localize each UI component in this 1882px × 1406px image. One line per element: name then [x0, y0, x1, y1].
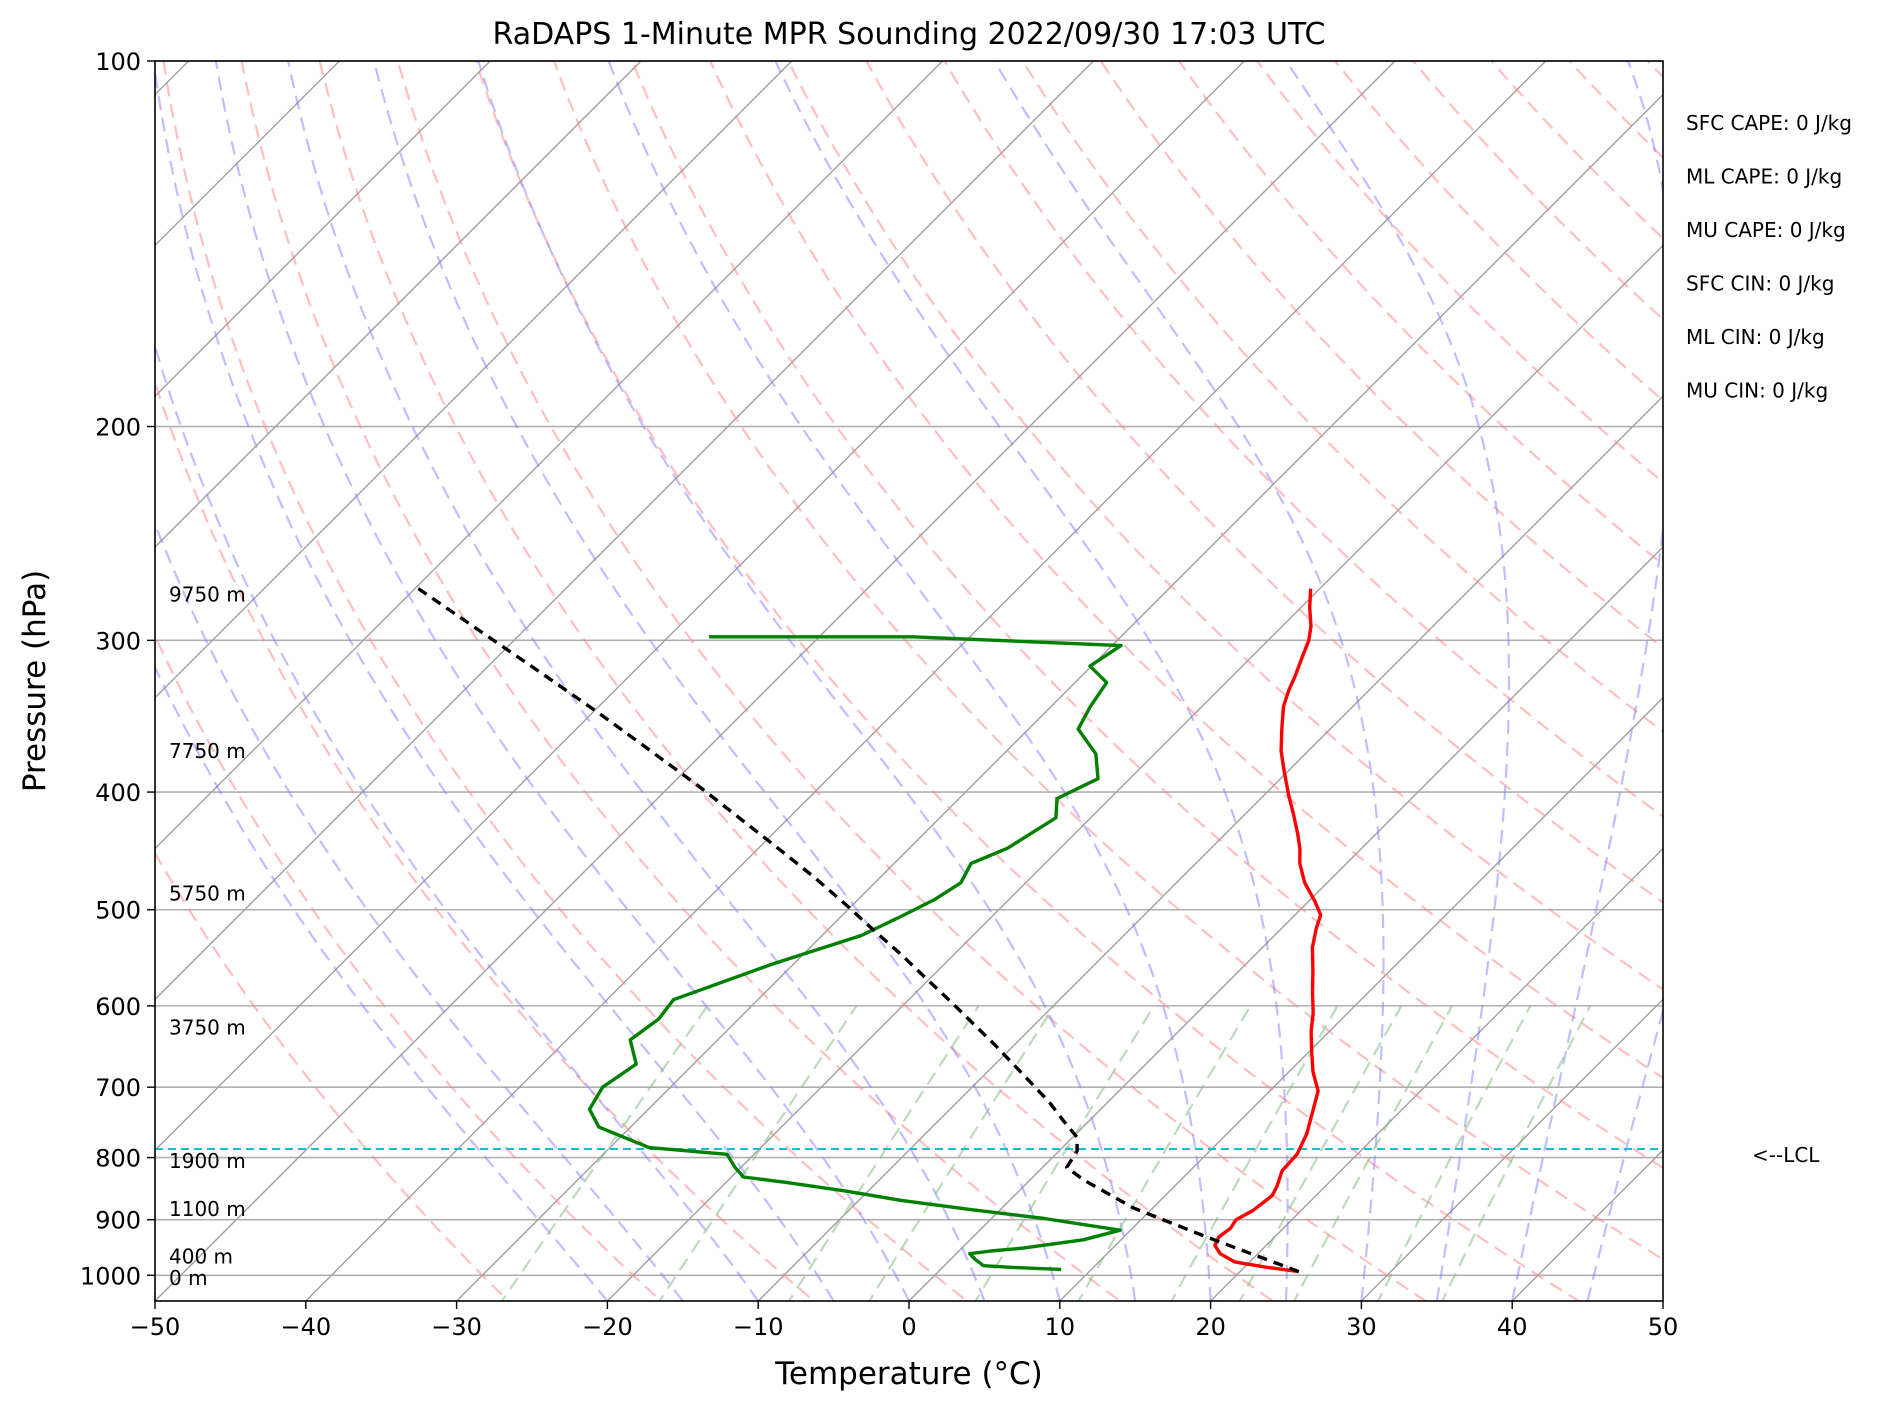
mixing-ratio-line [1292, 1005, 1454, 1301]
x-tick-label: −40 [280, 1313, 331, 1341]
dry-adiabat-line [1411, 61, 1663, 321]
moist-adiabat-line [155, 64, 835, 1301]
moist-adiabat-line [477, 61, 1137, 1301]
moist-adiabat-line [214, 61, 910, 1301]
height-label: 9750 m [169, 582, 246, 606]
moist-adiabat-line [155, 342, 760, 1301]
x-tick-label: −30 [431, 1313, 482, 1341]
dry-adiabat-line [162, 61, 969, 1301]
x-tick-label: −10 [733, 1313, 784, 1341]
mixing-ratio-line [658, 1005, 858, 1301]
chart-title: RaDAPS 1-Minute MPR Sounding 2022/09/30 … [493, 17, 1326, 52]
y-tick-label: 200 [95, 414, 141, 442]
y-axis-label: Pressure (hPa) [17, 570, 53, 792]
y-tick-label: 300 [95, 627, 141, 655]
moist-adiabat-line [155, 664, 609, 1301]
dry-adiabat-line [943, 61, 1663, 818]
mixing-ratio-line [1170, 1005, 1339, 1301]
mixing-ratio-line [1376, 1005, 1532, 1301]
isotherm-line [908, 546, 1663, 1301]
mixing-ratio-line [1077, 1005, 1252, 1301]
index-label: ML CAPE: 0 J/kg [1686, 165, 1842, 189]
mixing-ratio-line [1238, 1005, 1403, 1301]
mixing-ratio-line [787, 1005, 980, 1301]
dry-adiabat-line [552, 61, 1663, 1261]
x-tick-label: 40 [1497, 1313, 1528, 1341]
dry-adiabat-line [1177, 61, 1663, 566]
isotherm-line [155, 61, 1396, 1301]
y-tick-label: 500 [95, 897, 141, 925]
y-tick-label: 1000 [80, 1262, 141, 1290]
dry-adiabat-line [630, 61, 1663, 1170]
series-line-1 [587, 635, 1123, 1272]
isotherm-line [606, 244, 1663, 1301]
x-tick-label: 20 [1195, 1313, 1226, 1341]
moist-adiabat-line [155, 521, 684, 1301]
series-line-0 [1213, 588, 1323, 1274]
dry-adiabat-line [787, 61, 1663, 991]
y-tick-label: 700 [95, 1074, 141, 1102]
y-tick-label: 800 [95, 1145, 141, 1173]
dry-adiabat-line [1021, 61, 1663, 733]
x-tick-label: −20 [582, 1313, 633, 1341]
index-label: ML CIN: 0 J/kg [1686, 325, 1825, 349]
moist-adiabat-line [1511, 61, 1663, 1301]
isotherm-line [456, 93, 1663, 1301]
dry-adiabat-line [155, 379, 816, 1301]
x-tick-label: 30 [1346, 1313, 1377, 1341]
moist-adiabat-line [1284, 61, 1511, 1301]
y-tick-label: 600 [95, 993, 141, 1021]
isotherm-line [155, 61, 642, 548]
isotherm-line [1210, 847, 1663, 1301]
isotherm-line [155, 61, 793, 699]
dry-adiabat-line [708, 61, 1663, 1080]
height-label: 5750 m [169, 882, 246, 906]
x-axis-label: Temperature (°C) [774, 1356, 1043, 1392]
isotherm-line [155, 61, 1094, 1001]
height-label: 1900 m [169, 1149, 246, 1173]
height-label: 0 m [169, 1266, 208, 1290]
lcl-label: <--LCL [1752, 1143, 1820, 1167]
mixing-ratio-line [1441, 1005, 1592, 1301]
height-label: 3750 m [169, 1015, 246, 1039]
index-label: MU CAPE: 0 J/kg [1686, 218, 1846, 242]
y-tick-label: 400 [95, 779, 141, 807]
index-label: MU CIN: 0 J/kg [1686, 379, 1828, 403]
isotherm-line [1059, 696, 1663, 1301]
moist-adiabat-line [607, 61, 1212, 1301]
x-tick-label: 50 [1648, 1313, 1679, 1341]
isotherm-line [155, 61, 1245, 1152]
moist-adiabat-line [774, 61, 1289, 1301]
mixing-ratio-line [974, 1005, 1155, 1301]
isotherm-line [155, 61, 944, 850]
dry-adiabat-line [155, 851, 510, 1301]
height-label: 1100 m [169, 1197, 246, 1221]
series-line-2 [411, 583, 1300, 1274]
mixing-ratio-line [868, 1005, 1056, 1301]
isotherm-line [1360, 998, 1663, 1301]
index-label: SFC CIN: 0 J/kg [1686, 272, 1834, 296]
y-tick-label: 900 [95, 1207, 141, 1235]
height-label: 7750 m [169, 739, 246, 763]
dry-adiabat-line [318, 61, 1275, 1301]
x-tick-label: 10 [1045, 1313, 1076, 1341]
x-tick-label: 0 [901, 1313, 916, 1341]
moist-adiabat-line [993, 61, 1385, 1301]
index-label: SFC CAPE: 0 J/kg [1686, 111, 1852, 135]
dry-adiabat-line [474, 61, 1581, 1301]
y-tick-label: 100 [95, 48, 141, 76]
x-tick-label: −50 [130, 1313, 181, 1341]
isotherm-line [155, 61, 491, 398]
dry-adiabat-line [865, 61, 1663, 904]
height-label: 400 m [169, 1244, 233, 1268]
isotherm-line [757, 395, 1663, 1301]
moist-adiabat-line [1586, 1006, 1663, 1301]
moist-adiabat-line [372, 61, 1061, 1301]
dry-adiabat-line [1255, 61, 1663, 484]
dry-adiabat-line [240, 61, 1122, 1301]
moist-adiabat-line [287, 61, 986, 1301]
